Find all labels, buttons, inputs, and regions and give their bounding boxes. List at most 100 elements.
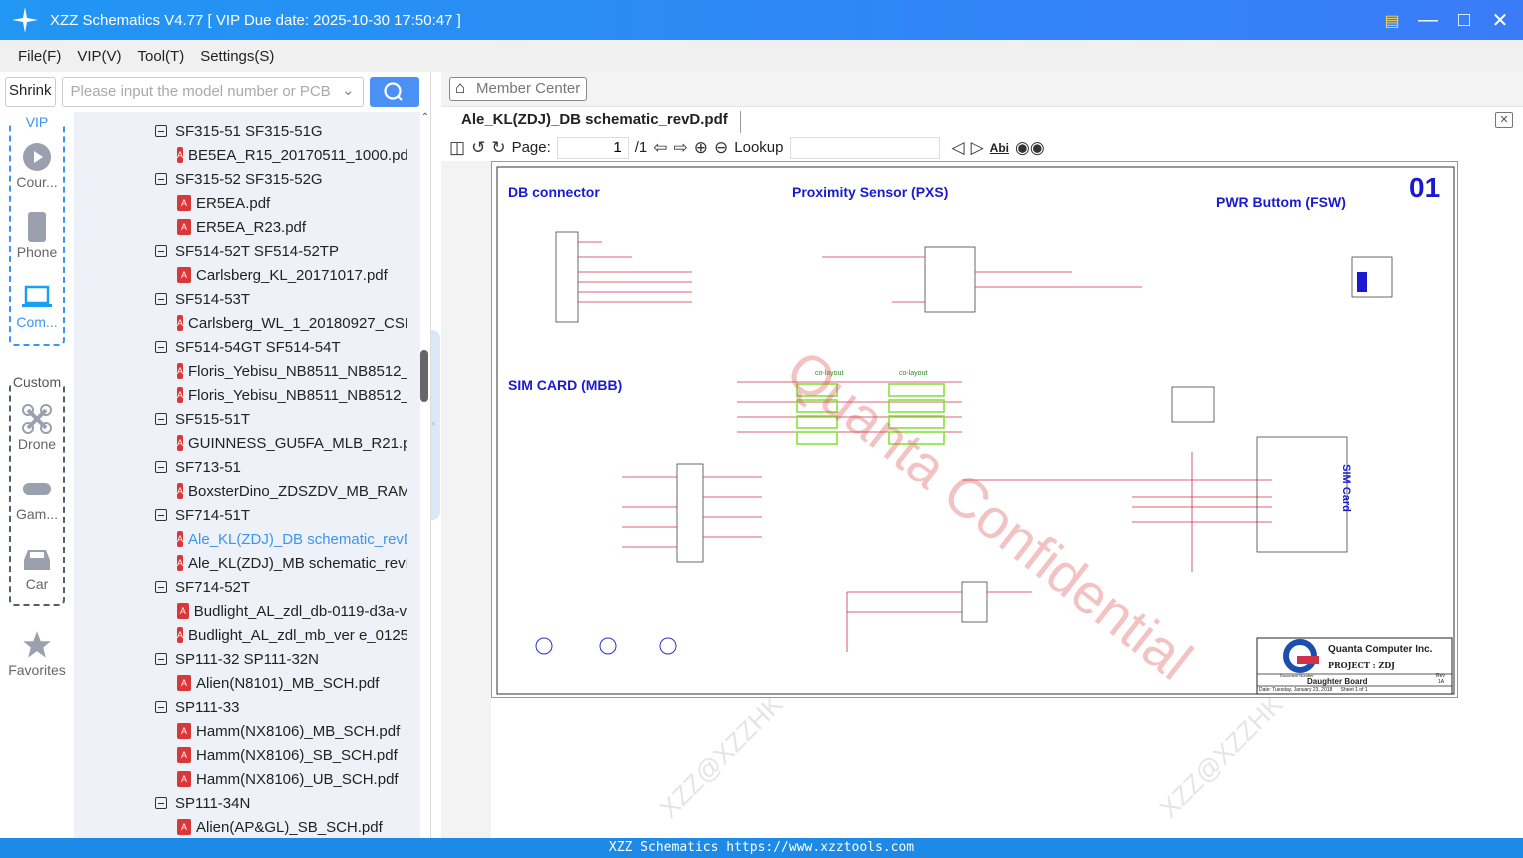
- sidebar-item-phone[interactable]: Phone: [0, 212, 74, 260]
- tree-file[interactable]: A ER5EA_R23.pdf: [177, 215, 407, 239]
- scrollbar-thumb[interactable]: [420, 350, 428, 402]
- sidebar-item-games[interactable]: Gam...: [0, 474, 74, 522]
- member-center-button[interactable]: ⌂ Member Center: [449, 77, 588, 101]
- sidebar-item-favorites[interactable]: Favorites: [0, 630, 74, 678]
- prev-page-icon[interactable]: ⇦: [653, 137, 668, 157]
- tree-label: SP111-33: [175, 698, 240, 716]
- menu-tool[interactable]: Tool(T): [137, 47, 185, 65]
- tree-label: SF315-51 SF315-51G: [175, 122, 323, 140]
- tree-group[interactable]: SP111-33: [155, 695, 417, 719]
- tree-scrollbar[interactable]: ⌃: [420, 112, 430, 838]
- collapse-icon[interactable]: [155, 341, 167, 353]
- collapse-icon[interactable]: [155, 701, 167, 713]
- tree-group[interactable]: SF315-51 SF315-51G: [155, 119, 417, 143]
- tree-file[interactable]: A Carlsberg_KL_20171017.pdf: [177, 263, 407, 287]
- collapse-icon[interactable]: [155, 461, 167, 473]
- sidebar-item-courses[interactable]: Cour...: [0, 142, 74, 190]
- pdf-icon: A: [177, 531, 184, 547]
- rotate-left-icon[interactable]: ↺: [471, 137, 486, 157]
- sidebar-label: Phone: [16, 244, 58, 260]
- sidebar-item-car[interactable]: Car: [0, 544, 74, 592]
- date-label: Date:: [1259, 687, 1271, 693]
- tree-group[interactable]: SF315-52 SF315-52G: [155, 167, 417, 191]
- page-input[interactable]: [556, 136, 629, 159]
- tree-file[interactable]: A BoxsterDino_ZDSZDV_MB_RAM: [177, 479, 407, 503]
- sidebar-label: Car: [25, 576, 49, 592]
- watermark-text: XZZ@XZZHK: [653, 688, 789, 824]
- binoculars-icon[interactable]: ◉◉: [1015, 137, 1045, 157]
- shrink-button[interactable]: Shrink: [5, 77, 56, 107]
- search-input[interactable]: Please input the model number or PCB ⌄: [61, 77, 364, 107]
- tree-file[interactable]: A Hamm(NX8106)_UB_SCH.pdf: [177, 767, 407, 791]
- tree-group[interactable]: SF514-52T SF514-52TP: [155, 239, 417, 263]
- match-text-icon[interactable]: Abi: [989, 140, 1009, 155]
- collapse-icon[interactable]: [155, 509, 167, 521]
- collapse-icon[interactable]: [155, 293, 167, 305]
- tree-file[interactable]: A BE5EA_R15_20170511_1000.pdf: [177, 143, 407, 167]
- sidebar-item-computer[interactable]: Com...: [0, 282, 74, 330]
- menu-settings[interactable]: Settings(S): [200, 47, 275, 65]
- collapse-icon[interactable]: [155, 125, 167, 137]
- tree-file[interactable]: A Floris_Yebisu_NB8511_NB8512_I: [177, 383, 407, 407]
- collapse-icon[interactable]: [155, 173, 167, 185]
- lookup-input[interactable]: [789, 136, 940, 159]
- document-canvas[interactable]: XZZ@XZZHK XZZ@XZZHK XZZ@XZZHK XZZ@XZZHK: [491, 161, 1523, 838]
- tree-file[interactable]: A Hamm(NX8106)_MB_SCH.pdf: [177, 719, 407, 743]
- tree-label: SF514-54GT SF514-54T: [175, 338, 341, 356]
- briefcase-icon[interactable]: ▤: [1384, 12, 1400, 30]
- section-title: SIM CARD (MBB): [508, 377, 623, 393]
- tree-group[interactable]: SF515-51T: [155, 407, 417, 431]
- collapse-icon[interactable]: [155, 581, 167, 593]
- tree-group[interactable]: SF714-51T: [155, 503, 417, 527]
- tree-group[interactable]: SF714-52T: [155, 575, 417, 599]
- rotate-right-icon[interactable]: ↻: [491, 137, 506, 157]
- tree-file[interactable]: A Budlight_AL_zdl_mb_ver e_0125: [177, 623, 407, 647]
- project-label: PROJECT: [1328, 660, 1370, 670]
- tree-file[interactable]: A Hamm(NX8106)_SB_SCH.pdf: [177, 743, 407, 767]
- tree-group[interactable]: SF514-54GT SF514-54T: [155, 335, 417, 359]
- close-tabs-icon[interactable]: ✕: [1495, 112, 1513, 128]
- zoom-out-icon[interactable]: ⊖: [714, 137, 729, 157]
- find-prev-icon[interactable]: ◁: [951, 137, 965, 157]
- tree-file[interactable]: A Budlight_AL_zdl_db-0119-d3a-v: [177, 599, 407, 623]
- collapse-icon[interactable]: [155, 653, 167, 665]
- tree-file[interactable]: A Alien(N8101)_MB_SCH.pdf: [177, 671, 407, 695]
- model-tree: SF315-51 SF315-51G A BE5EA_R15_20170511_10…: [74, 112, 420, 838]
- tab-document[interactable]: Ale_KL(ZDJ)_DB schematic_revD.pdf: [461, 111, 741, 133]
- minimize-button[interactable]: —: [1418, 9, 1438, 31]
- tree-file[interactable]: A GUINNESS_GU5FA_MLB_R21.pdf: [177, 431, 407, 455]
- co-layout-label: co-layout: [899, 370, 928, 377]
- panel-collapse-handle[interactable]: ‹: [431, 330, 440, 520]
- menu-vip[interactable]: VIP(V): [77, 47, 122, 65]
- tree-label: Ale_KL(ZDJ)_DB schematic_revD: [188, 530, 407, 548]
- tree-file[interactable]: A Floris_Yebisu_NB8511_NB8512_I: [177, 359, 407, 383]
- tree-label: Budlight_AL_zdl_db-0119-d3a-v: [193, 602, 407, 620]
- car-icon: [22, 544, 52, 574]
- collapse-icon[interactable]: [155, 245, 167, 257]
- two-page-icon[interactable]: ◫: [449, 137, 466, 157]
- sidebar-item-drone[interactable]: Drone: [0, 404, 74, 452]
- tree-group[interactable]: SP111-32 SP111-32N: [155, 647, 417, 671]
- collapse-icon[interactable]: [155, 413, 167, 425]
- next-page-icon[interactable]: ⇨: [673, 137, 688, 157]
- search-button[interactable]: [369, 77, 419, 107]
- pdf-icon: A: [177, 723, 191, 739]
- tree-group[interactable]: SF514-53T: [155, 287, 417, 311]
- tree-file[interactable]: A ER5EA.pdf: [177, 191, 407, 215]
- tree-file[interactable]: A Carlsberg_WL_1_20180927_CSD.: [177, 311, 407, 335]
- chevron-down-icon[interactable]: ⌄: [341, 82, 355, 99]
- collapse-icon[interactable]: [155, 797, 167, 809]
- close-button[interactable]: ✕: [1491, 10, 1509, 32]
- company-name: Quanta Computer Inc.: [1328, 644, 1433, 655]
- menu-file[interactable]: File(F): [18, 47, 62, 65]
- maximize-button[interactable]: □: [1457, 9, 1471, 31]
- zoom-in-icon[interactable]: ⊕: [693, 137, 709, 157]
- tree-label: SF714-51T: [175, 506, 251, 524]
- tree-file[interactable]: A Ale_KL(ZDJ)_DB schematic_revD: [177, 527, 407, 551]
- sidebar-label: Favorites: [8, 662, 66, 678]
- tree-file[interactable]: A Ale_KL(ZDJ)_MB schematic_revE: [177, 551, 407, 575]
- tree-group[interactable]: SP111-34N: [155, 791, 417, 815]
- tree-file[interactable]: A Alien(AP&GL)_SB_SCH.pdf: [177, 815, 407, 838]
- tree-group[interactable]: SF713-51: [155, 455, 417, 479]
- find-next-icon[interactable]: ▷: [970, 137, 984, 157]
